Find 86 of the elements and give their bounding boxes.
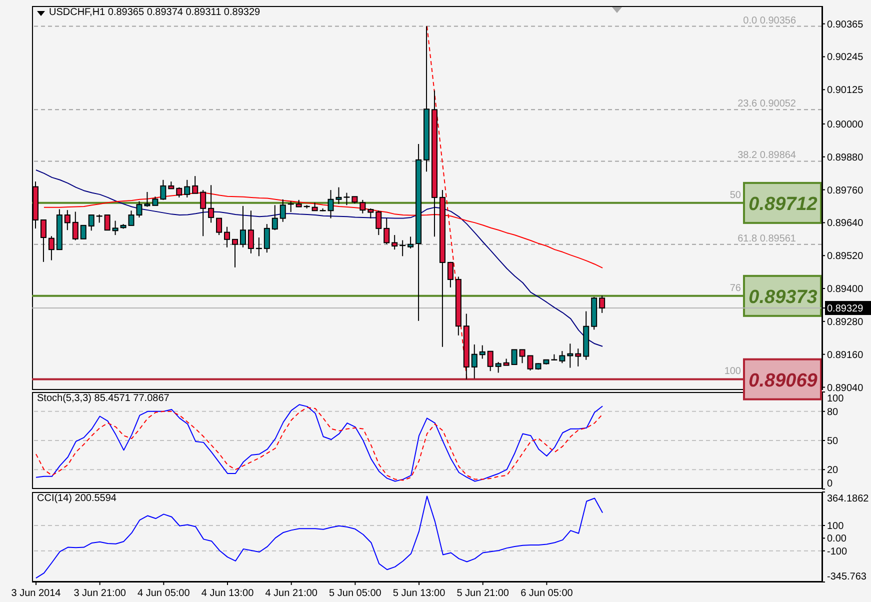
x-tick-label: 4 Jun 05:00 xyxy=(138,588,190,599)
x-tick-label: 3 Jun 2014 xyxy=(11,588,62,599)
chart-title: CCI(14) 200.5594 xyxy=(37,493,116,505)
x-tick-label: 4 Jun 21:00 xyxy=(265,588,318,599)
candlestick xyxy=(511,349,518,365)
candlestick xyxy=(216,218,222,236)
y-tick-label: 0.89280 xyxy=(827,316,864,328)
y-tick-label: 0.90245 xyxy=(827,52,864,64)
annotation: 50 xyxy=(730,190,741,201)
candlestick xyxy=(479,344,486,360)
ref-line-label: 0.89069 xyxy=(748,370,818,392)
x-tick-label: 5 Jun 21:00 xyxy=(456,588,510,599)
candlestick xyxy=(471,344,478,379)
line-series xyxy=(35,170,604,347)
y-tick-label: 0.89040 xyxy=(827,382,864,394)
candlestick xyxy=(208,184,214,224)
candlestick xyxy=(272,204,278,231)
candlestick xyxy=(376,210,382,236)
y-tick-label: -345.763 xyxy=(827,572,867,582)
annotation: 76 xyxy=(730,282,741,294)
y-tick-label: 20 xyxy=(827,465,839,476)
candlestick xyxy=(232,238,238,268)
candlestick xyxy=(447,261,454,288)
y-tick-label: 0.90000 xyxy=(827,119,864,130)
candlestick xyxy=(80,224,86,240)
candlestick xyxy=(144,191,150,208)
y-tick-label: 0.90365 xyxy=(827,19,864,30)
y-tick-label: -100 xyxy=(827,546,848,558)
ref-line-label: 0.89373 xyxy=(748,286,818,308)
y-tick-label: 0.89400 xyxy=(827,284,864,296)
candlestick xyxy=(112,220,118,236)
x-tick-label: 3 Jun 21:00 xyxy=(74,588,126,599)
ref-line-label: 61.8 0.89561 xyxy=(738,233,796,244)
candlestick xyxy=(192,176,198,194)
candlestick xyxy=(360,199,366,214)
candlestick xyxy=(495,362,502,374)
y-tick-label: 0.89160 xyxy=(827,350,864,361)
y-tick-label: 100 xyxy=(827,394,844,404)
y-tick-label: 364.1862 xyxy=(827,494,870,504)
candlestick xyxy=(487,350,494,372)
y-tick-label: 0.89880 xyxy=(827,152,864,164)
candlestick xyxy=(599,295,606,314)
ref-line-label: 38.2 0.89864 xyxy=(738,150,796,162)
x-tick-label: 4 Jun 13:00 xyxy=(201,588,254,599)
annotation: 100 xyxy=(724,366,741,378)
candlestick xyxy=(280,198,286,222)
candlestick xyxy=(48,236,54,261)
chart-title: USDCHF,H1 0.89365 0.89374 0.89311 0.89329 xyxy=(49,7,260,19)
candlestick xyxy=(40,219,46,262)
chart-title: Stoch(5,3,3) 85.4571 77.0867 xyxy=(37,393,170,405)
candlestick xyxy=(104,214,110,231)
candlestick xyxy=(408,236,414,249)
x-tick-label: 5 Jun 13:00 xyxy=(392,588,446,599)
candlestick xyxy=(184,179,190,198)
y-tick-label: 0.89329 xyxy=(827,303,864,314)
candlestick xyxy=(176,186,182,198)
candlestick xyxy=(384,218,390,245)
ref-line-label: 0.0 0.90356 xyxy=(743,15,796,26)
y-tick-label: 0.90125 xyxy=(827,85,864,96)
y-tick-label: 0.89640 xyxy=(827,218,864,230)
y-tick-label: 0.00 xyxy=(827,534,847,545)
candlestick xyxy=(575,348,582,367)
ref-line-label: 23.6 0.90052 xyxy=(738,98,796,110)
y-tick-label: 0.89520 xyxy=(827,251,864,262)
candlestick xyxy=(392,234,398,250)
y-tick-label: 0.89760 xyxy=(827,185,864,196)
x-tick-label: 6 Jun 05:00 xyxy=(520,588,574,599)
candlestick xyxy=(368,208,374,219)
candlestick xyxy=(264,224,270,254)
y-tick-label: 50 xyxy=(827,436,839,447)
candlestick xyxy=(240,205,246,248)
y-tick-label: 80 xyxy=(827,406,839,418)
candlestick xyxy=(64,210,70,231)
y-tick-label: 0 xyxy=(827,478,833,490)
candlestick xyxy=(559,350,566,364)
candlestick xyxy=(200,190,206,237)
candlestick xyxy=(224,226,230,248)
x-tick-label: 5 Jun 05:00 xyxy=(329,588,382,599)
ref-line-label: 0.89712 xyxy=(748,194,818,215)
candlestick xyxy=(88,214,94,232)
y-tick-label: 100 xyxy=(827,520,844,532)
candlestick xyxy=(343,192,350,206)
candlestick xyxy=(160,179,166,200)
candlestick xyxy=(72,211,78,241)
candlestick xyxy=(567,343,574,368)
candlestick xyxy=(248,210,254,254)
